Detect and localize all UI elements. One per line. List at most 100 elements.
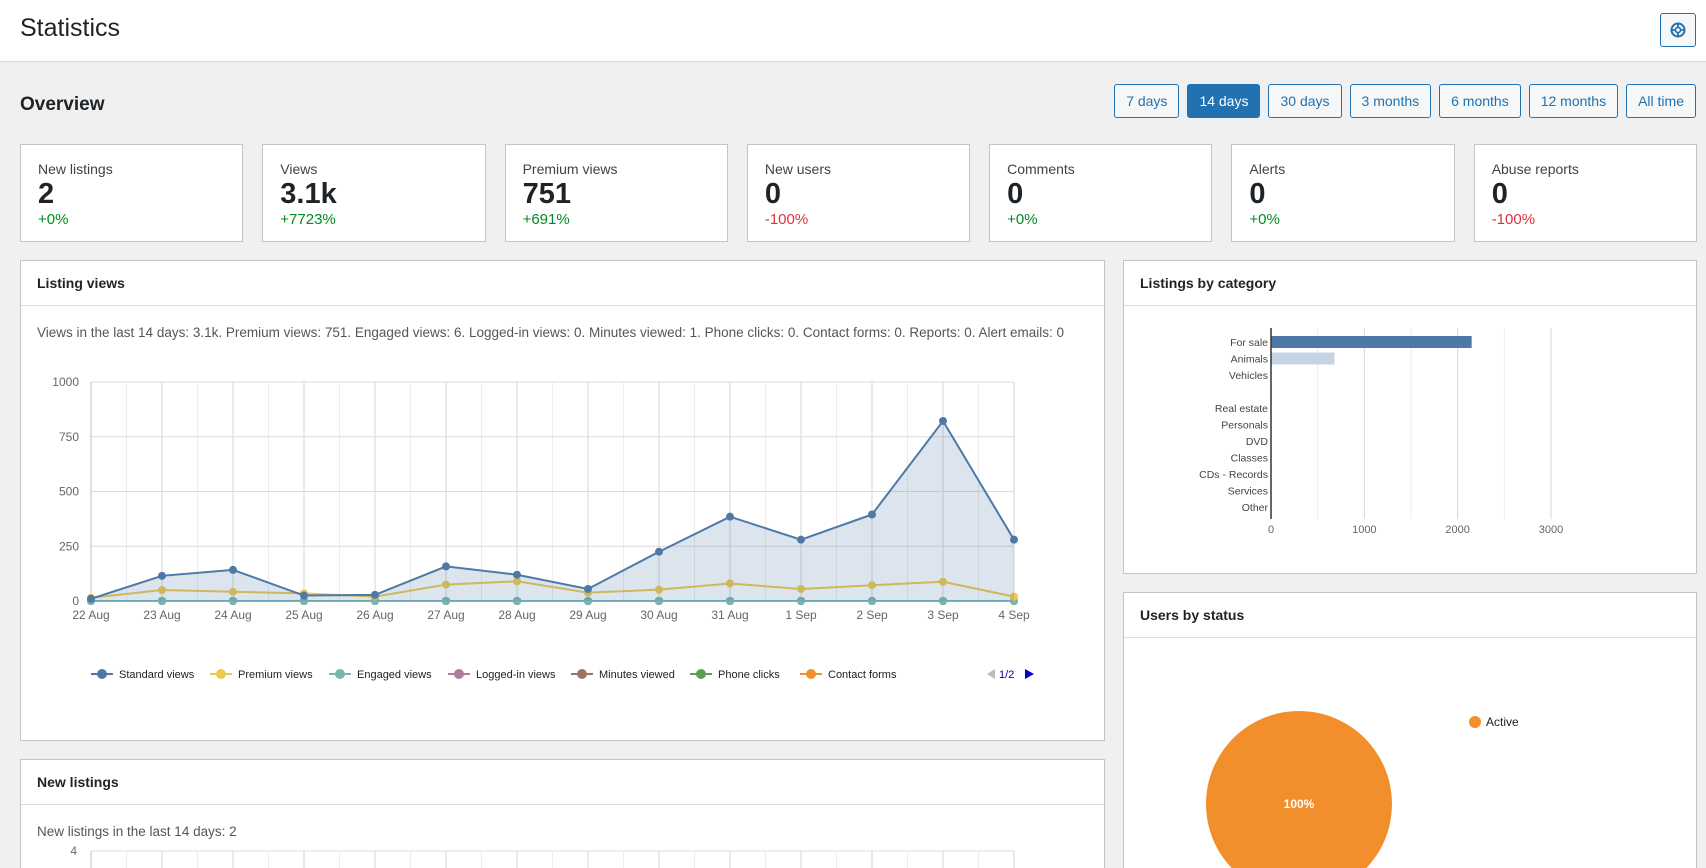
legend-marker bbox=[97, 669, 107, 679]
series-area bbox=[91, 420, 1014, 601]
y-tick-label: 250 bbox=[59, 539, 79, 553]
y-tick-label: 750 bbox=[59, 430, 79, 444]
category-label: For sale bbox=[1230, 337, 1268, 349]
data-point bbox=[442, 597, 450, 605]
range-30-days-button[interactable]: 30 days bbox=[1268, 84, 1342, 118]
help-button[interactable] bbox=[1660, 13, 1696, 47]
x-tick-label: 30 Aug bbox=[640, 608, 677, 622]
data-point bbox=[442, 562, 450, 571]
data-point bbox=[655, 547, 663, 556]
legend-label: Minutes viewed bbox=[599, 669, 675, 681]
stat-value: 0 bbox=[1491, 178, 1508, 210]
legend-marker bbox=[1469, 716, 1481, 728]
stat-card-new-users: New users 0 -100% bbox=[746, 144, 971, 242]
range-14-days-button[interactable]: 14 days bbox=[1187, 84, 1261, 118]
category-bar bbox=[1271, 352, 1335, 365]
data-point bbox=[229, 565, 237, 574]
new-listings-chart: 4 bbox=[70, 844, 1015, 868]
x-tick-label: 22 Aug bbox=[72, 608, 109, 622]
y-tick-label: 500 bbox=[59, 485, 79, 499]
range-6-months-button[interactable]: 6 months bbox=[1439, 84, 1521, 118]
stat-change: +7723% bbox=[280, 211, 336, 228]
stat-value: 2 bbox=[38, 178, 55, 210]
data-point bbox=[1010, 535, 1018, 544]
stat-label: Comments bbox=[1007, 161, 1075, 177]
users-by-status-panel: Users by status 100% Active bbox=[1123, 592, 1697, 868]
panel-description: Views in the last 14 days: 3.1k. Premium… bbox=[37, 325, 1064, 340]
y-tick-label: 4 bbox=[70, 844, 77, 858]
legend-label: Active bbox=[1486, 715, 1519, 729]
stat-value: 3.1k bbox=[280, 178, 337, 210]
range-3-months-button[interactable]: 3 months bbox=[1349, 84, 1432, 118]
overview-title: Overview bbox=[20, 94, 105, 115]
x-tick-label: 1 Sep bbox=[785, 608, 817, 622]
data-point bbox=[939, 577, 947, 586]
category-label: Personals bbox=[1221, 420, 1268, 432]
stat-change: -100% bbox=[1491, 211, 1536, 228]
category-label: Real estate bbox=[1215, 403, 1268, 415]
users-by-status-chart: 100% Active bbox=[1206, 711, 1519, 868]
range-7-days-button[interactable]: 7 days bbox=[1114, 84, 1180, 118]
x-tick-label: 25 Aug bbox=[285, 608, 322, 622]
stat-change: -100% bbox=[764, 211, 809, 228]
stat-value: 0 bbox=[1249, 178, 1266, 210]
legend-page-indicator: 1/2 bbox=[999, 669, 1014, 681]
legend-marker bbox=[577, 669, 587, 679]
data-point bbox=[158, 586, 166, 595]
range-all-time-button[interactable]: All time bbox=[1626, 84, 1696, 118]
stat-value: 0 bbox=[764, 178, 781, 210]
page-title: Statistics bbox=[20, 14, 121, 42]
x-tick-label: 3000 bbox=[1539, 524, 1563, 536]
data-point bbox=[726, 579, 734, 588]
panel-title: Users by status bbox=[1124, 593, 1696, 638]
category-label: Animals bbox=[1231, 354, 1268, 366]
data-point bbox=[584, 584, 592, 593]
stat-change: +0% bbox=[1007, 211, 1038, 228]
data-point bbox=[1010, 592, 1018, 601]
stat-card-comments: Comments 0 +0% bbox=[989, 144, 1213, 242]
legend-marker bbox=[696, 669, 706, 679]
panel-title: Listings by category bbox=[1124, 261, 1696, 306]
stat-card-premium-views: Premium views 751 +691% bbox=[504, 144, 728, 242]
legend-label: Standard views bbox=[119, 669, 195, 681]
panel-description: New listings in the last 14 days: 2 bbox=[37, 824, 237, 839]
legend-marker bbox=[335, 669, 345, 679]
x-tick-label: 0 bbox=[1268, 524, 1274, 536]
series-line bbox=[90, 580, 1015, 599]
legend-label: Engaged views bbox=[357, 669, 432, 681]
stat-cards: New listings 2 +0% Views 3.1k +7723% Pre… bbox=[20, 144, 1697, 242]
data-point bbox=[158, 571, 166, 580]
panel-title: New listings bbox=[21, 760, 1104, 805]
x-tick-label: 2000 bbox=[1445, 524, 1469, 536]
y-tick-label: 0 bbox=[72, 594, 79, 608]
category-label: CDs - Records bbox=[1199, 469, 1268, 481]
stat-card-new-listings: New listings 2 +0% bbox=[20, 144, 244, 242]
range-12-months-button[interactable]: 12 months bbox=[1528, 84, 1619, 118]
stat-card-alerts: Alerts 0 +0% bbox=[1231, 144, 1455, 242]
category-label: Other bbox=[1242, 502, 1269, 514]
listing-views-chart: 0 250 500 750 1000 22 Aug 23 Aug 24 Aug 25 Aug 26… bbox=[52, 375, 1034, 681]
data-point bbox=[868, 581, 876, 590]
x-tick-label: 28 Aug bbox=[498, 608, 535, 622]
x-tick-label: 29 Aug bbox=[569, 608, 606, 622]
data-point bbox=[300, 597, 308, 605]
x-tick-label: 27 Aug bbox=[427, 608, 464, 622]
data-point bbox=[797, 535, 805, 544]
data-point bbox=[442, 580, 450, 589]
listings-by-category-chart: 0 1000 2000 3000 For sale Animals Vehicles Real… bbox=[1199, 328, 1563, 536]
y-tick-label: 1000 bbox=[52, 375, 79, 389]
x-tick-label: 2 Sep bbox=[856, 608, 888, 622]
data-point bbox=[584, 597, 592, 605]
stat-change: +691% bbox=[522, 211, 570, 228]
x-tick-label: 31 Aug bbox=[711, 608, 748, 622]
category-label: Vehicles bbox=[1229, 370, 1268, 382]
data-point bbox=[868, 510, 876, 519]
stat-label: New listings bbox=[38, 161, 113, 177]
series-line bbox=[90, 419, 1015, 600]
data-point bbox=[939, 416, 947, 425]
stat-label: New users bbox=[764, 161, 831, 177]
lifebuoy-icon bbox=[1670, 22, 1686, 38]
x-tick-label: 3 Sep bbox=[927, 608, 959, 622]
stat-card-views: Views 3.1k +7723% bbox=[262, 144, 486, 242]
category-label: Classes bbox=[1231, 453, 1268, 465]
